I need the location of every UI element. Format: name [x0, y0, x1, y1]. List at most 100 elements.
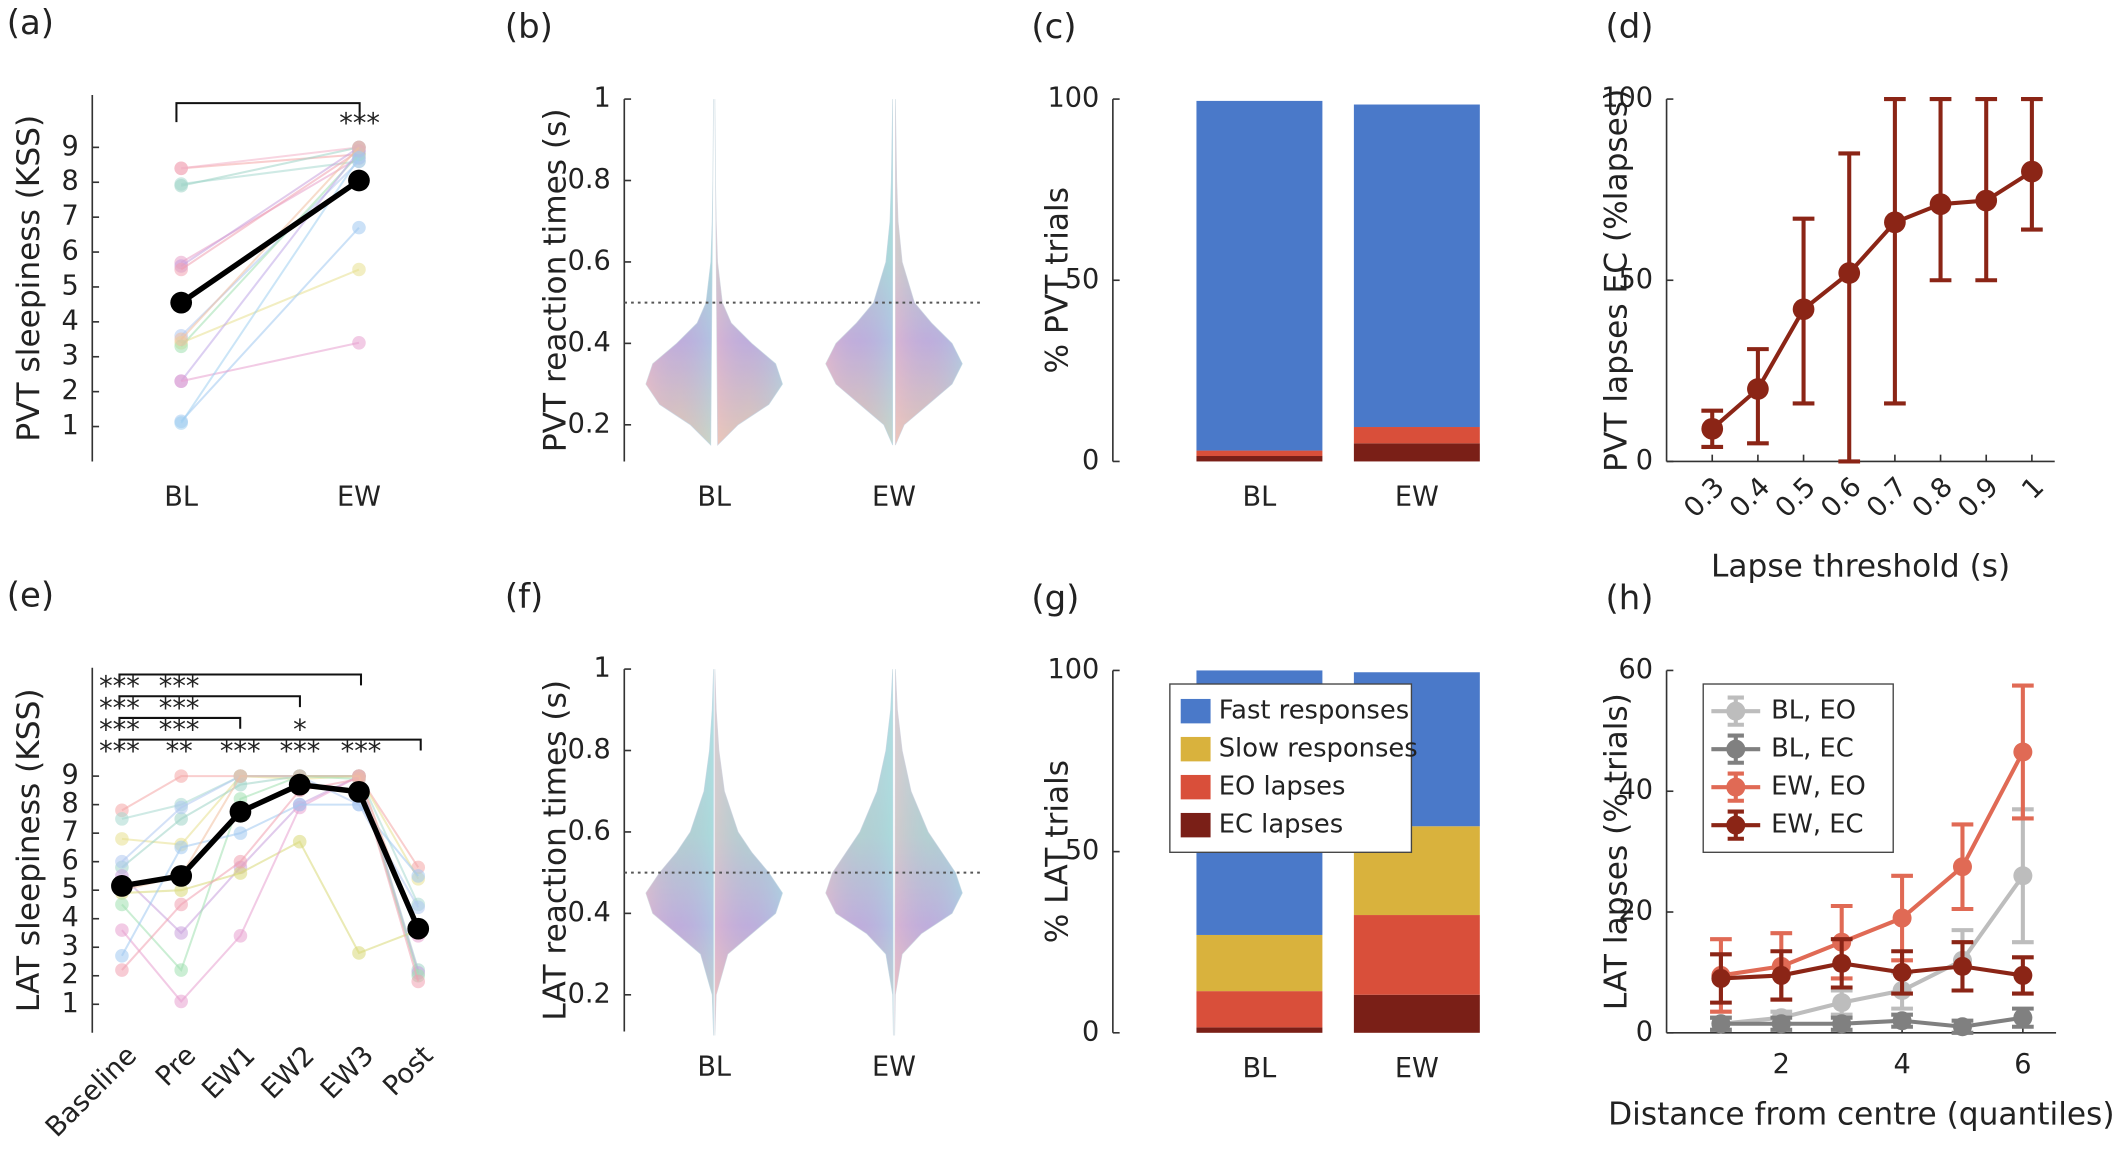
marker	[115, 963, 129, 977]
x-tick-label: EW	[337, 482, 381, 513]
marker	[348, 780, 370, 803]
x-tick-label: EW3	[315, 1040, 380, 1105]
x-tick-label: 1	[2016, 471, 2050, 505]
marker	[115, 812, 129, 826]
legend-marker	[1726, 701, 1746, 721]
significance-bracket	[118, 738, 422, 751]
marker	[174, 161, 188, 176]
bar-segment	[1196, 934, 1323, 992]
series-line	[180, 153, 360, 347]
x-tick-label: 0.9	[1952, 471, 2004, 523]
error-bar	[1838, 151, 1861, 464]
series-line	[180, 150, 360, 271]
y-tick-label: 0.2	[568, 408, 611, 439]
marker	[1771, 1014, 1791, 1034]
significance-stars: ***	[220, 737, 261, 768]
y-tick-label: 0	[1636, 1016, 1653, 1047]
marker	[1884, 211, 1906, 234]
marker	[407, 917, 430, 940]
significance-bracket	[118, 716, 242, 729]
marker	[1975, 189, 1998, 212]
series-line	[180, 150, 360, 382]
series-line	[180, 268, 360, 344]
marker	[411, 900, 426, 915]
x-tick-label: BL	[164, 482, 198, 513]
panel-label: (f)	[505, 577, 543, 616]
y-tick-label: 0.2	[568, 978, 611, 1009]
marker	[411, 869, 426, 883]
legend-label: BL, EO	[1771, 696, 1856, 726]
x-tick-label: 2	[1773, 1049, 1790, 1080]
marker	[1747, 378, 1769, 400]
marker	[174, 963, 188, 977]
marker	[1832, 953, 1852, 973]
significance-stars: ***	[159, 693, 200, 724]
y-tick-label: 0	[1082, 445, 1099, 476]
y-tick-label: 50	[1065, 835, 1100, 866]
marker	[411, 974, 426, 989]
marker	[352, 769, 366, 783]
y-tick-label: 6	[61, 845, 78, 876]
marker	[174, 332, 188, 347]
marker	[1892, 962, 1912, 982]
x-tick-label: BL	[697, 1052, 731, 1083]
series-line	[180, 341, 360, 383]
marker	[292, 797, 307, 812]
significance-stars: ***	[99, 693, 140, 724]
y-tick-label: 4	[61, 305, 78, 336]
marker	[115, 949, 129, 963]
marker	[2013, 1008, 2033, 1028]
series-line	[121, 840, 419, 955]
legend-label: Slow responses	[1219, 734, 1418, 764]
y-tick-label: 0.4	[568, 327, 611, 358]
marker	[1792, 298, 1815, 321]
bar-segment	[1353, 915, 1480, 995]
y-tick-label: 0.6	[568, 815, 611, 846]
y-tick-label: 9	[61, 131, 78, 162]
marker	[2013, 965, 2033, 985]
x-tick-label: EW	[872, 1052, 916, 1083]
marker	[352, 946, 366, 960]
y-tick-label: 8	[61, 788, 78, 819]
significance-stars: ***	[99, 672, 140, 703]
marker	[233, 929, 248, 943]
y-tick-label: 5	[61, 270, 78, 301]
y-tick-label: 0.8	[568, 164, 611, 195]
legend-marker	[1726, 739, 1746, 759]
y-tick-label: 100	[1048, 83, 1100, 114]
marker	[2021, 160, 2043, 183]
series-line	[1720, 751, 2025, 978]
marker	[115, 832, 129, 846]
marker	[174, 416, 188, 430]
significance-stars: *	[293, 715, 307, 746]
bar-segment	[1353, 994, 1480, 1033]
legend-swatch	[1180, 812, 1211, 838]
bar-segment	[1196, 456, 1323, 462]
marker	[174, 262, 188, 277]
legend-swatch	[1180, 698, 1211, 724]
series-line	[1720, 874, 2025, 1026]
y-tick-label: 2	[61, 375, 78, 406]
marker	[115, 923, 129, 937]
marker	[1832, 1014, 1852, 1034]
y-tick-label: 0.4	[568, 897, 611, 928]
x-tick-label: BL	[1243, 482, 1277, 513]
marker	[1892, 908, 1912, 928]
panel-label: (a)	[7, 3, 54, 42]
y-tick-label: 1	[593, 83, 610, 114]
legend-label: EW, EO	[1771, 772, 1866, 802]
y-tick-label: 7	[61, 817, 78, 848]
y-tick-label: 20	[1618, 896, 1653, 927]
y-axis-label: LAT lapses (% trials)	[1599, 693, 1635, 1010]
y-tick-label: 50	[1618, 264, 1653, 295]
series-line	[180, 146, 360, 187]
x-tick-label: 6	[2014, 1049, 2031, 1080]
legend-label: EC lapses	[1219, 810, 1343, 840]
y-axis-label: PVT sleepiness (KSS)	[11, 115, 47, 442]
marker	[352, 220, 366, 235]
x-tick-label: EW	[1395, 482, 1439, 513]
violin-tint	[645, 99, 714, 446]
x-tick-label: Pre	[150, 1040, 202, 1092]
legend-label: BL, EC	[1771, 734, 1854, 764]
